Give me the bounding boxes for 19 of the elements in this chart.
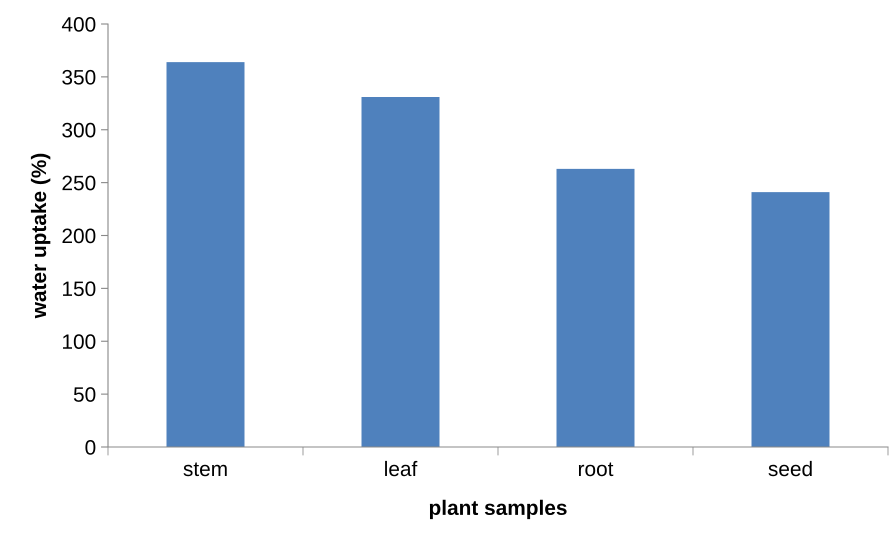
bar: [166, 62, 244, 447]
bar: [752, 192, 830, 447]
y-tick-label: 300: [62, 122, 96, 138]
y-tick-label: 200: [62, 228, 96, 244]
y-tick-label: 50: [74, 387, 96, 402]
y-tick-label: 150: [63, 281, 96, 296]
bar: [556, 168, 634, 447]
y-axis-title: water uptake (%): [30, 154, 50, 318]
x-tick-label: leaf: [385, 460, 418, 476]
y-tick-label: 0: [85, 440, 96, 455]
x-axis-title: plant samples: [430, 500, 567, 520]
x-tick-label: stem: [184, 462, 227, 476]
x-tick-label: seed: [768, 460, 812, 476]
y-tick-label: 350: [62, 70, 96, 85]
y-tick-label: 100: [63, 334, 96, 350]
y-tick-label: 250: [62, 176, 96, 190]
x-tick-label: root: [578, 462, 614, 476]
bar: [362, 96, 440, 447]
y-tick-label: 400: [62, 17, 96, 32]
